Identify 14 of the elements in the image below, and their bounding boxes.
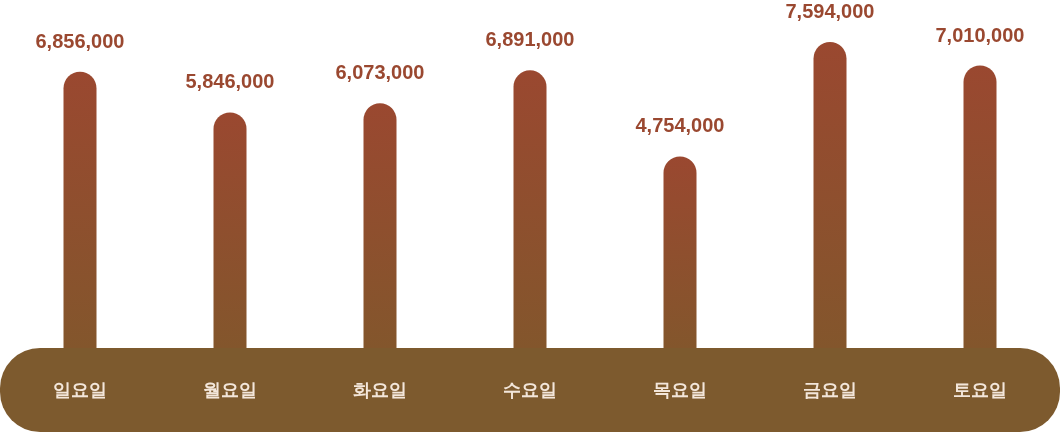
x-tick-label: 수요일 [503, 379, 557, 400]
data-label: 7,594,000 [785, 0, 875, 22]
data-label: 5,846,000 [185, 70, 275, 93]
data-label: 6,073,000 [335, 61, 425, 84]
x-tick-label: 목요일 [653, 379, 707, 400]
x-tick-label: 일요일 [53, 379, 107, 400]
data-label: 6,891,000 [485, 28, 575, 51]
data-label: 4,754,000 [635, 114, 725, 137]
data-label: 7,010,000 [935, 23, 1025, 46]
x-tick-label: 토요일 [953, 379, 1007, 400]
x-tick-label: 화요일 [353, 379, 407, 400]
x-tick-label: 월요일 [203, 379, 257, 400]
data-label: 6,856,000 [35, 29, 125, 52]
x-tick-label: 금요일 [803, 379, 857, 400]
